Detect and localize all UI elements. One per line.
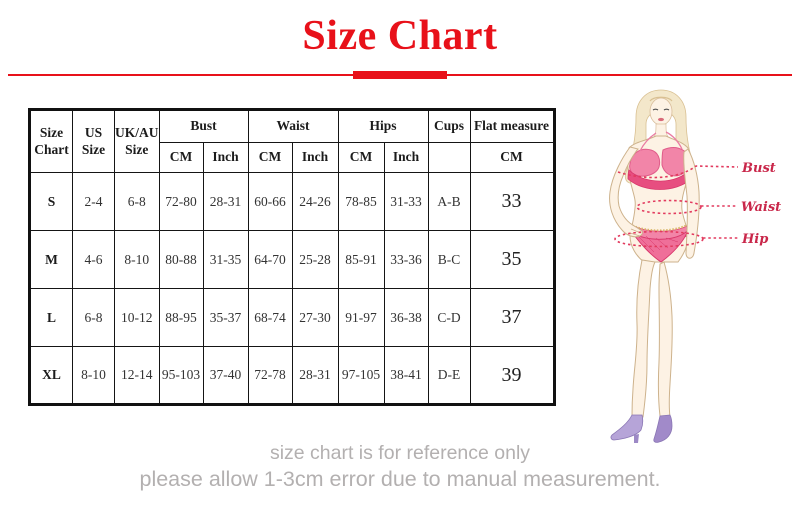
cell-uk-au: 6-8: [114, 172, 160, 231]
footer-notes: size chart is for reference only please …: [0, 441, 800, 493]
cell-hips-inch: 36-38: [383, 288, 429, 347]
header-row-groups: Size Chart US Size UK/AU Size Bust Waist…: [29, 109, 555, 173]
bikini-strap-left: [639, 132, 657, 152]
bikini-strap-right: [665, 131, 683, 150]
bikini-bottom-hatching: [637, 235, 679, 253]
table-row-s: S 2-4 6-8 72-80 28-31 60-66 24-26 78-85 …: [29, 172, 555, 231]
header-us-size: US Size: [72, 109, 115, 173]
header-cups: Cups: [427, 109, 471, 143]
note-reference-only: size chart is for reference only: [269, 442, 531, 464]
cell-hips-cm: 85-91: [337, 230, 385, 289]
left-arm-hand-on-hip: [609, 146, 643, 238]
cell-hips-cm: 78-85: [337, 172, 385, 231]
header-waist-inch: Inch: [291, 142, 339, 173]
cell-us: 6-8: [72, 288, 115, 347]
cell-waist-cm: 72-78: [247, 346, 293, 405]
cell-size: XL: [29, 346, 73, 405]
header-uk-au-size: UK/AU Size: [114, 109, 160, 173]
right-arm: [683, 148, 700, 259]
cell-bust-inch: 28-31: [202, 172, 249, 231]
cell-bust-cm: 95-103: [158, 346, 204, 405]
cell-size: M: [29, 230, 73, 289]
bikini-top-left-cup: [629, 148, 661, 177]
page-title: Size Chart: [302, 13, 498, 59]
note-measurement-error: please allow 1-3cm error due to manual m…: [139, 467, 661, 491]
waist-measure-line: [636, 199, 738, 215]
cell-flat-measure: 35: [469, 230, 555, 289]
cell-cups: D-E: [427, 346, 471, 405]
cell-size: L: [29, 288, 73, 347]
header-flat-cm: CM: [469, 142, 555, 173]
cell-hips-inch: 31-33: [383, 172, 429, 231]
header-bust-cm: CM: [158, 142, 204, 173]
header-bust: Bust: [158, 109, 249, 143]
size-table: Size Chart US Size UK/AU Size Bust Waist…: [28, 108, 556, 406]
cell-uk-au: 8-10: [114, 230, 160, 289]
left-leg: [631, 259, 656, 418]
header-hips-inch: Inch: [383, 142, 429, 173]
cell-waist-inch: 24-26: [291, 172, 339, 231]
cell-bust-cm: 72-80: [158, 172, 204, 231]
cell-bust-inch: 31-35: [202, 230, 249, 289]
hair-fringe: [649, 96, 673, 102]
cell-cups: C-D: [427, 288, 471, 347]
cell-bust-inch: 37-40: [202, 346, 249, 405]
hip-measure-line: [614, 230, 738, 248]
header-cups-empty: [427, 142, 471, 173]
cell-waist-inch: 27-30: [291, 288, 339, 347]
cell-cups: A-B: [427, 172, 471, 231]
header-bust-inch: Inch: [202, 142, 249, 173]
bust-measure-line: [617, 165, 739, 179]
right-shoe: [653, 414, 673, 443]
cell-waist-inch: 28-31: [291, 346, 339, 405]
right-eye: [663, 108, 670, 111]
title-divider-accent-bar: [353, 71, 447, 79]
cell-hips-inch: 38-41: [383, 346, 429, 405]
table-row-m: M 4-6 8-10 80-88 31-35 64-70 25-28 85-91…: [29, 230, 555, 289]
bikini-top-right-cup: [661, 147, 691, 177]
header-waist: Waist: [247, 109, 339, 143]
header-hips-cm: CM: [337, 142, 385, 173]
waist-label: Waist: [741, 200, 781, 215]
left-eye: [652, 108, 659, 111]
header-row-units: CM Inch CM Inch CM Inch CM: [30, 142, 555, 173]
cell-uk-au: 10-12: [114, 288, 160, 347]
cell-us: 4-6: [72, 230, 115, 289]
cell-waist-cm: 64-70: [247, 230, 293, 289]
right-leg: [657, 261, 673, 418]
header-size-chart: Size Chart: [29, 109, 73, 173]
cell-size: S: [29, 172, 73, 231]
hip-label: Hip: [741, 232, 768, 247]
cell-waist-cm: 68-74: [247, 288, 293, 347]
cell-hips-cm: 91-97: [337, 288, 385, 347]
cell-flat-measure: 33: [469, 172, 555, 231]
cell-us: 2-4: [72, 172, 115, 231]
header-waist-cm: CM: [247, 142, 293, 173]
cell-bust-inch: 35-37: [202, 288, 249, 347]
neck: [653, 123, 669, 138]
cell-waist-inch: 25-28: [291, 230, 339, 289]
table-row-xl: XL 8-10 12-14 95-103 37-40 72-78 28-31 9…: [29, 346, 555, 405]
left-shoe: [610, 414, 644, 441]
header-hips: Hips: [337, 109, 429, 143]
left-shoe-heel: [634, 434, 639, 443]
cell-uk-au: 12-14: [114, 346, 160, 405]
cell-flat-measure: 37: [469, 288, 555, 347]
cell-hips-cm: 97-105: [337, 346, 385, 405]
cell-bust-cm: 80-88: [158, 230, 204, 289]
table-row-l: L 6-8 10-12 88-95 35-37 68-74 27-30 91-9…: [29, 288, 555, 347]
header-flat-measure: Flat measure: [469, 109, 555, 143]
cell-us: 8-10: [72, 346, 115, 405]
cell-waist-cm: 60-66: [247, 172, 293, 231]
lips: [658, 117, 664, 122]
cell-cups: B-C: [427, 230, 471, 289]
cell-flat-measure: 39: [469, 346, 555, 405]
cell-bust-cm: 88-95: [158, 288, 204, 347]
woman-figure-illustration: Bust Waist Hip: [609, 89, 781, 443]
bust-label: Bust: [741, 161, 776, 176]
cell-hips-inch: 33-36: [383, 230, 429, 289]
